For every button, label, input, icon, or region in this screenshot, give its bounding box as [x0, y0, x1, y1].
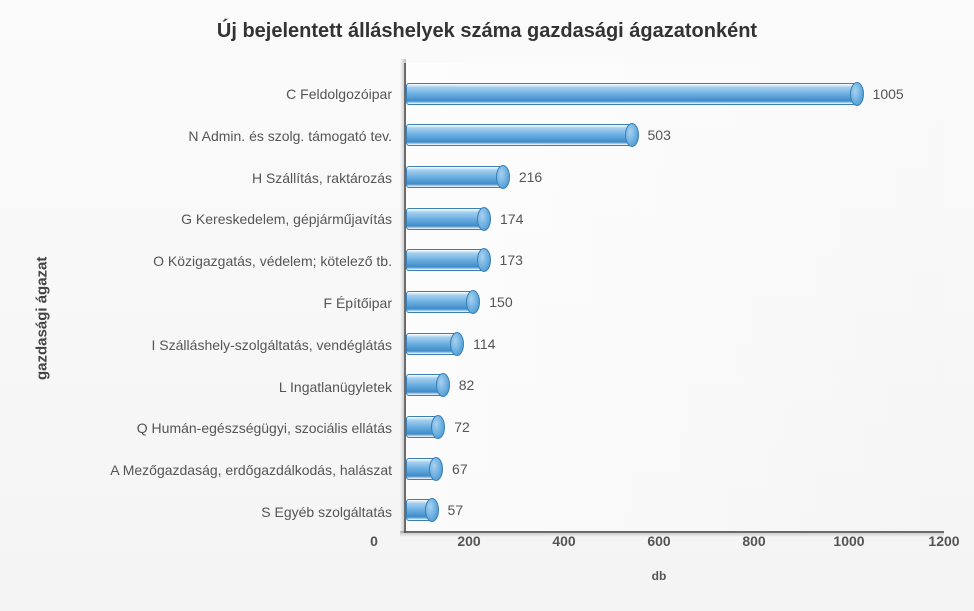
bar-row: 503: [406, 115, 944, 157]
bar-value-label: 174: [500, 211, 523, 227]
bar-row: 57: [406, 489, 944, 531]
x-tick-label: 800: [742, 533, 765, 549]
bar: 114: [406, 333, 457, 355]
bar: 72: [406, 416, 438, 438]
bar-value-label: 57: [448, 502, 464, 518]
category-label: Q Humán-egészségügyi, szociális ellátás: [54, 408, 404, 450]
x-axis: 020040060080010001200: [374, 533, 944, 563]
bar-cap: [477, 248, 491, 272]
x-tick-label: 400: [552, 533, 575, 549]
bar-front: [406, 124, 632, 146]
category-label: F Építőipar: [54, 282, 404, 324]
bar: 150: [406, 291, 473, 313]
bar-row: 173: [406, 240, 944, 282]
y-axis-title: gazdasági ágazat: [30, 63, 54, 533]
x-tick-label: 200: [457, 533, 480, 549]
plot-area: 1005 503 216 174 173 150 114 82 72 67 57: [404, 63, 944, 533]
category-label: H Szállítás, raktározás: [54, 157, 404, 199]
bar: 67: [406, 458, 436, 480]
bar-front: [406, 249, 484, 271]
category-label: S Egyéb szolgáltatás: [54, 491, 404, 533]
bar-cap: [450, 332, 464, 356]
category-label: C Feldolgozóipar: [54, 73, 404, 115]
bar-row: 67: [406, 448, 944, 490]
bar-front: [406, 83, 857, 105]
bar-front: [406, 208, 484, 230]
bar-cap: [625, 123, 639, 147]
bars-group: 1005 503 216 174 173 150 114 82 72 67 57: [406, 73, 944, 531]
bar-value-label: 67: [452, 461, 468, 477]
bar-row: 150: [406, 281, 944, 323]
bar-cap: [431, 415, 445, 439]
bar-cap: [466, 290, 480, 314]
bar: 57: [406, 499, 432, 521]
x-tick-label: 0: [370, 533, 378, 549]
bar-cap: [477, 207, 491, 231]
x-tick-label: 1000: [833, 533, 864, 549]
bar-value-label: 1005: [873, 86, 904, 102]
chart-body: gazdasági ágazat C FeldolgozóiparN Admin…: [30, 63, 944, 533]
x-axis-title: db: [374, 569, 944, 583]
category-label: N Admin. és szolg. támogató tev.: [54, 115, 404, 157]
category-label: I Szálláshely-szolgáltatás, vendéglátás: [54, 324, 404, 366]
bar-row: 114: [406, 323, 944, 365]
bar: 174: [406, 208, 484, 230]
category-label: G Kereskedelem, gépjárműjavítás: [54, 198, 404, 240]
bar-value-label: 72: [454, 419, 470, 435]
category-labels-column: C FeldolgozóiparN Admin. és szolg. támog…: [54, 63, 404, 533]
bar-value-label: 173: [500, 252, 523, 268]
x-tick-label: 600: [647, 533, 670, 549]
bar-cap: [850, 82, 864, 106]
category-label: O Közigazgatás, védelem; kötelező tb.: [54, 240, 404, 282]
bar-row: 174: [406, 198, 944, 240]
bar-row: 72: [406, 406, 944, 448]
x-tick-label: 1200: [928, 533, 959, 549]
bar-front: [406, 291, 473, 313]
chart-title: Új bejelentett álláshelyek száma gazdasá…: [30, 20, 944, 43]
bar-cap: [496, 165, 510, 189]
bar-value-label: 82: [459, 377, 475, 393]
bar-value-label: 503: [648, 127, 671, 143]
bar-row: 1005: [406, 73, 944, 115]
bar-cap: [425, 498, 439, 522]
bar: 503: [406, 124, 632, 146]
bar-cap: [429, 457, 443, 481]
category-label: L Ingatlanügyletek: [54, 366, 404, 408]
bar-cap: [436, 373, 450, 397]
bar-row: 216: [406, 156, 944, 198]
bar-row: 82: [406, 364, 944, 406]
bar: 1005: [406, 83, 857, 105]
bar-front: [406, 166, 503, 188]
chart-container: Új bejelentett álláshelyek száma gazdasá…: [0, 0, 974, 611]
bar: 173: [406, 249, 484, 271]
bar-value-label: 150: [489, 294, 512, 310]
category-label: A Mezőgazdaság, erdőgazdálkodás, halásza…: [54, 449, 404, 491]
bar: 82: [406, 374, 443, 396]
bar: 216: [406, 166, 503, 188]
bar-value-label: 114: [473, 336, 495, 352]
bar-value-label: 216: [519, 169, 542, 185]
